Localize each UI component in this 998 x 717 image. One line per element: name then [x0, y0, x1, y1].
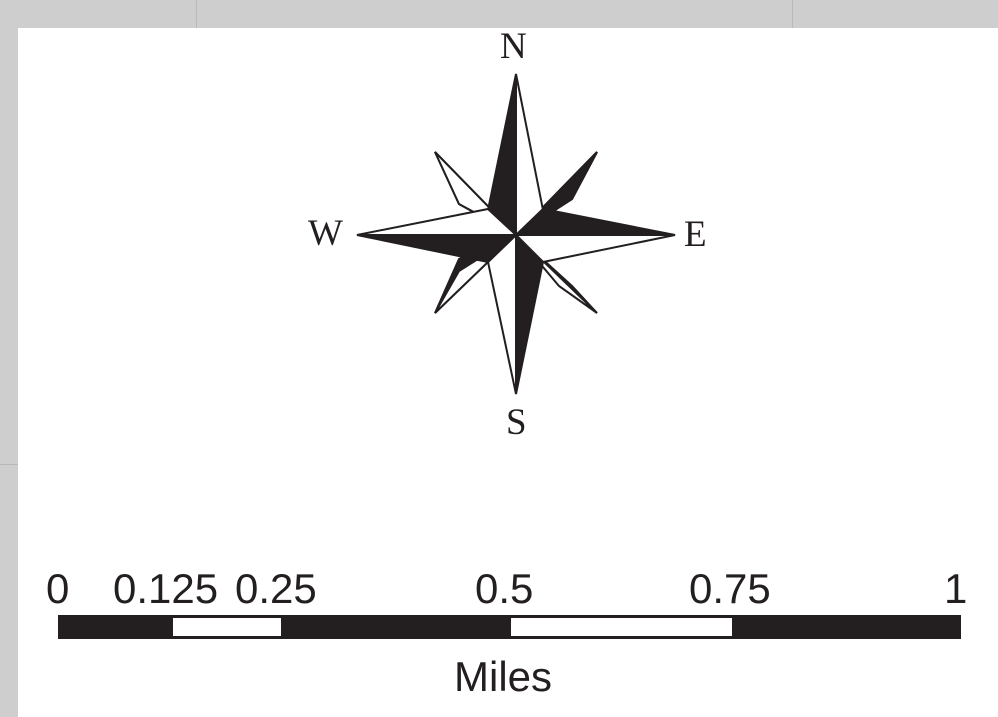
scale-units-label: Miles	[454, 653, 553, 700]
compass-south-label: S	[506, 402, 527, 443]
scale-bar-segment	[173, 618, 281, 636]
frame-grid-line	[792, 0, 793, 28]
compass-west-label: W	[308, 213, 343, 254]
scale-tick-label: 0.75	[689, 565, 771, 612]
compass-east-label: E	[684, 214, 707, 255]
scale-tick-label: 0.125	[113, 565, 219, 612]
scale-bar-segment	[511, 618, 732, 636]
frame-grid-line	[196, 0, 197, 28]
frame-grid-line	[0, 464, 18, 465]
compass-north-label: N	[500, 26, 527, 67]
scale-tick-label: 1	[944, 565, 968, 612]
scale-tick-label: 0.25	[235, 565, 317, 612]
map-layout-panel: N E S W 0 0.125 0.25 0.5 0.75 1 Miles	[18, 28, 998, 717]
north-arrow-compass-rose-icon	[356, 73, 676, 395]
scale-tick-label: 0	[46, 565, 70, 612]
scale-bar	[58, 615, 961, 639]
scale-tick-label: 0.5	[475, 565, 534, 612]
